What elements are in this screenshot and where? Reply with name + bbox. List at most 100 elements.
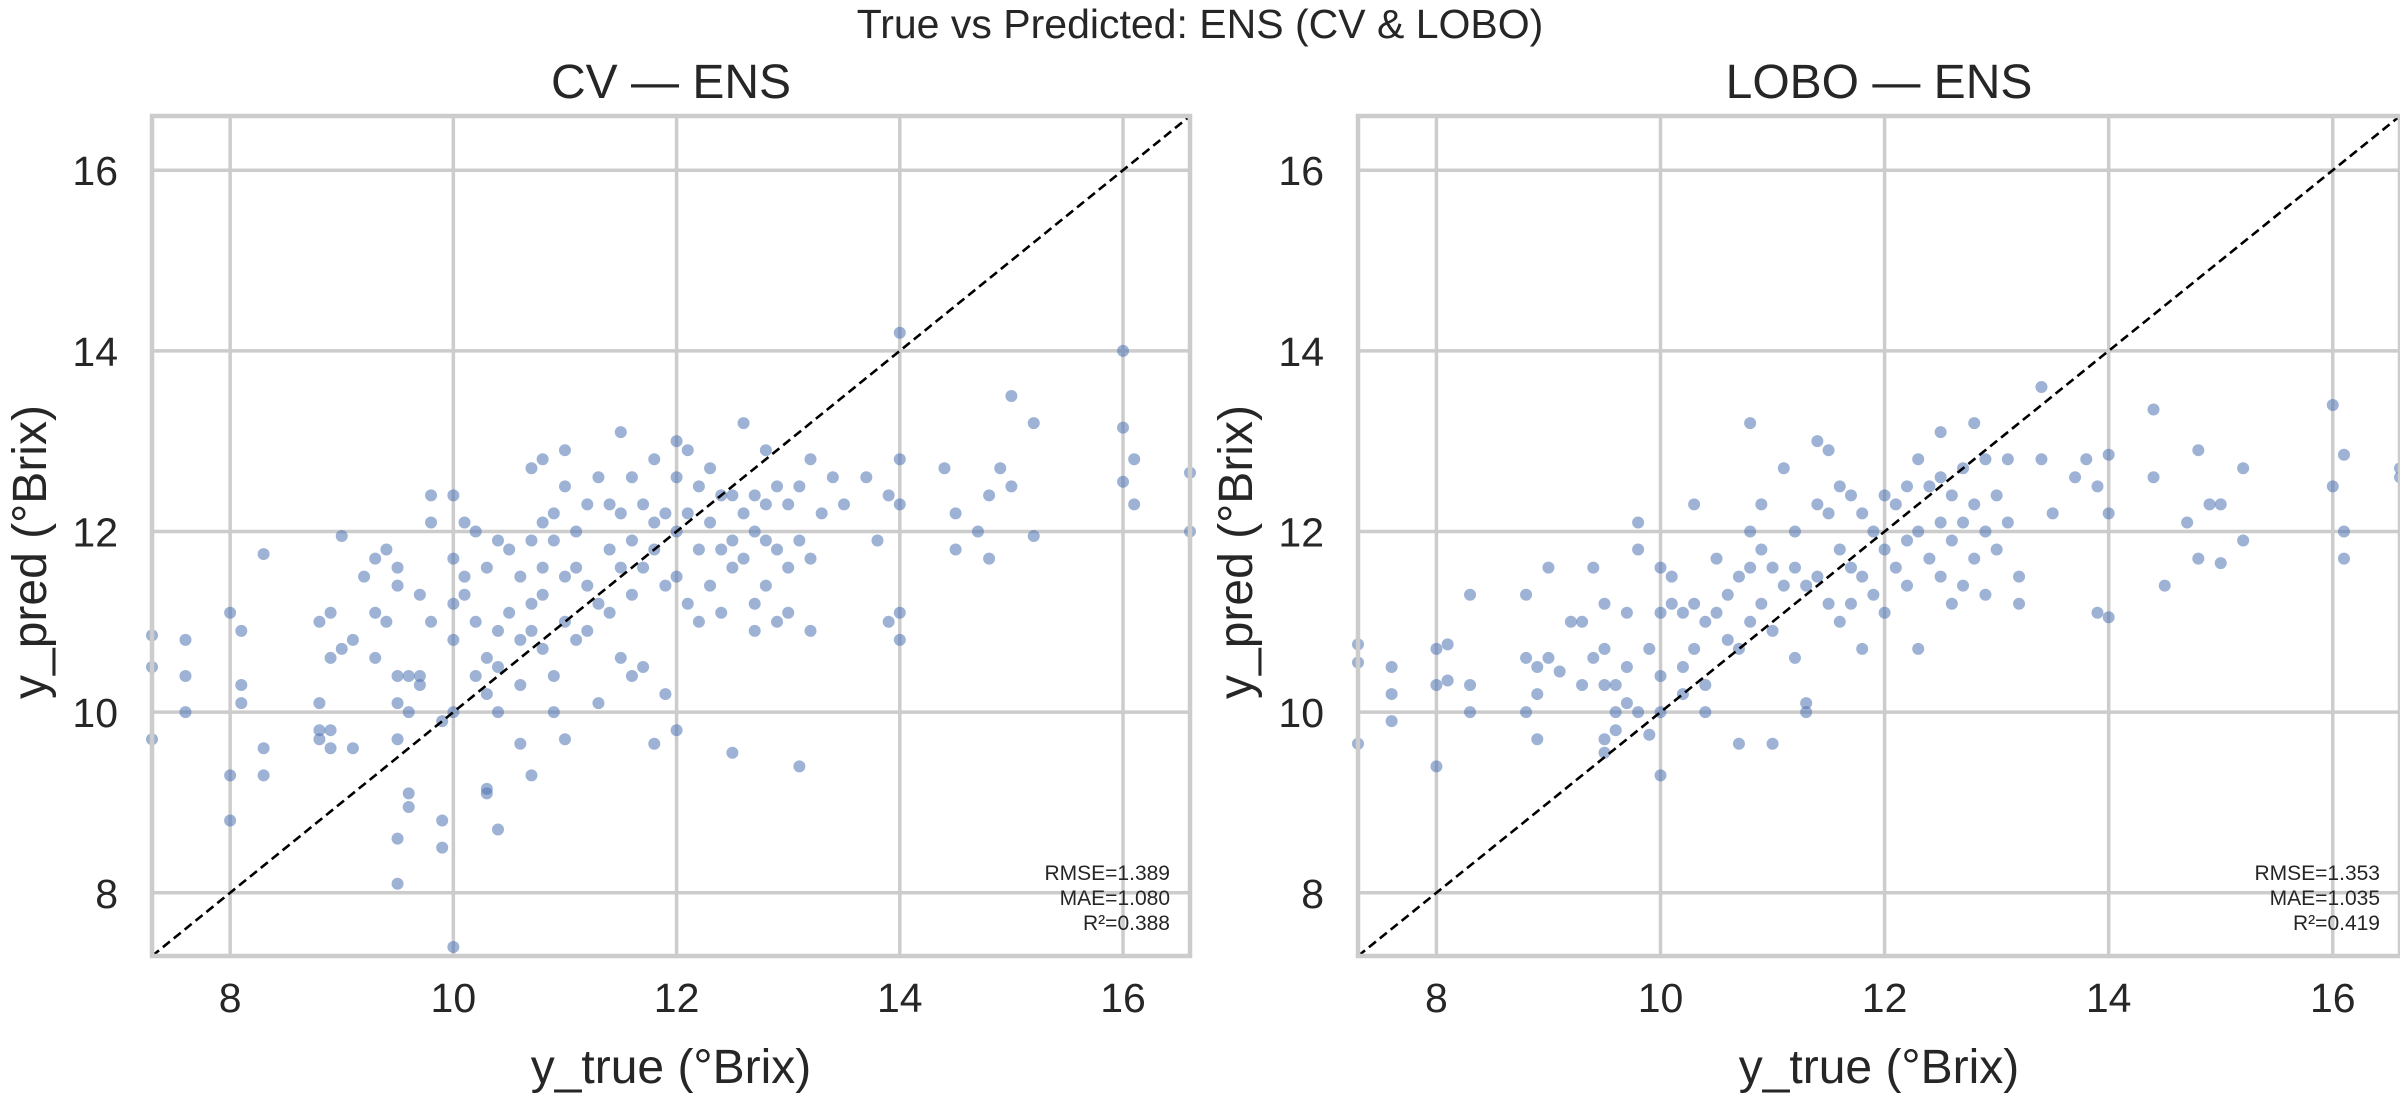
data-point [1990,543,2003,556]
x-tick-label: 10 [431,975,477,1021]
data-point [771,543,784,556]
data-point [1721,588,1734,601]
data-point [335,642,348,655]
data-point [1117,475,1130,488]
data-point [313,733,326,746]
data-point [1822,597,1835,610]
data-point [1901,480,1914,493]
data-point [1833,543,1846,556]
data-point [1005,480,1018,493]
data-point [369,651,382,664]
data-point [1553,665,1566,678]
data-point [893,633,906,646]
x-axis-label: y_true (°Brix) [531,1041,812,1094]
x-tick-label: 8 [219,975,242,1021]
data-point [704,516,717,529]
data-point [224,814,237,827]
data-point [704,462,717,475]
data-point [2013,597,2026,610]
data-point [324,606,337,619]
data-point [1833,615,1846,628]
data-point [413,588,426,601]
data-point [838,498,850,511]
data-point [1027,530,1040,542]
data-point [815,507,828,520]
data-point [1385,660,1398,673]
data-point [1878,489,1891,502]
data-point [2102,611,2115,624]
data-point [2102,507,2115,520]
data-point [391,697,404,710]
data-point [1912,642,1925,655]
data-point [581,624,594,637]
data-point [2237,534,2250,547]
data-point [759,444,772,457]
data-point [2147,403,2160,416]
y-tick-label: 10 [1278,690,1324,736]
data-point [1430,679,1443,692]
panel-title: CV — ENS [551,56,791,109]
grid-lines [152,116,1190,956]
data-point [1968,417,1981,430]
data-point [536,453,549,466]
data-point [1441,638,1454,651]
data-point [793,480,806,493]
data-point [1732,570,1745,583]
data-point [1688,498,1701,511]
data-point [726,746,739,759]
data-point [2091,606,2104,619]
data-point [2035,380,2048,393]
data-point [2237,462,2250,475]
data-point [570,561,583,574]
data-point [938,462,951,475]
data-point [380,615,393,628]
data-point [1844,561,1857,574]
data-point [2069,471,2082,484]
data-point [369,552,382,565]
data-point [358,570,371,583]
data-point [1117,344,1130,357]
data-point [458,588,471,601]
data-point [469,525,482,538]
data-point [748,525,761,538]
data-point [1766,624,1779,637]
y-tick-label: 8 [95,871,118,917]
data-point [2192,552,2205,565]
data-point [614,651,627,664]
data-point [235,679,248,692]
data-point [525,624,538,637]
data-point [1654,670,1667,682]
data-point [1609,679,1622,692]
data-point [547,534,560,547]
data-point [804,624,817,637]
panel-title: LOBO — ENS [1726,56,2033,109]
data-point [391,670,404,682]
data-point [1968,498,1981,511]
data-point [1766,561,1779,574]
data-point [1923,552,1936,565]
y-tick-label: 10 [72,690,118,736]
data-point [1531,733,1544,746]
data-point [759,579,772,592]
data-point [480,651,493,664]
data-point [603,498,616,511]
data-point [257,548,270,561]
data-point [1598,733,1611,746]
data-point [1822,507,1835,520]
data-point [391,579,404,592]
data-point [2181,516,2194,529]
data-point [1822,444,1835,457]
data-point [458,570,471,583]
data-point [994,462,1007,475]
data-point [782,561,795,574]
y-tick-label: 8 [1301,871,1324,917]
data-point [592,597,605,610]
data-point [648,737,661,750]
data-point [748,597,761,610]
data-point [1576,679,1589,692]
data-point [570,525,583,538]
data-point [425,516,438,529]
data-point [480,561,493,574]
data-point [1430,642,1443,655]
